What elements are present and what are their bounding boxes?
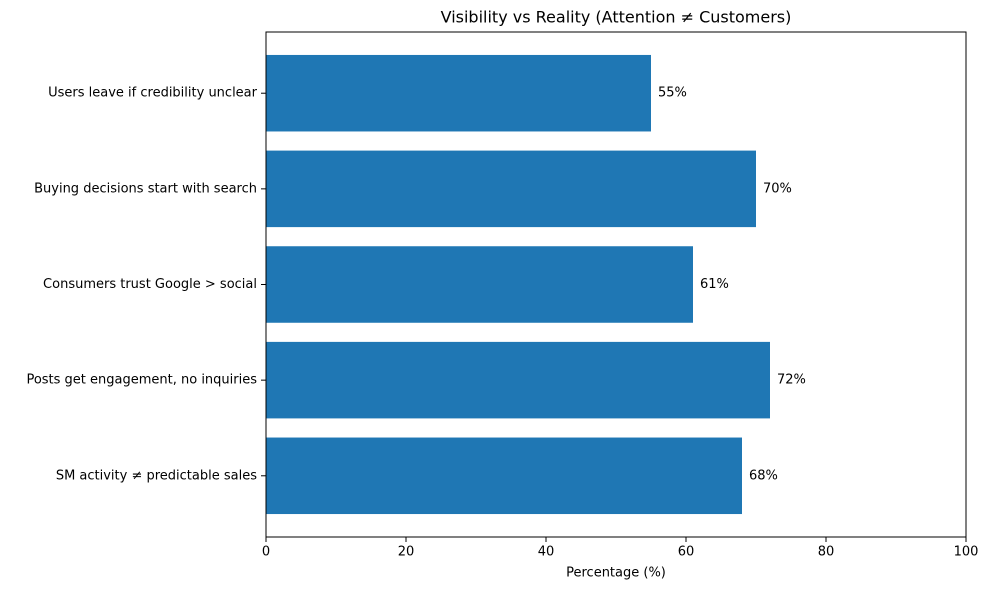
value-label: 61% (700, 277, 729, 292)
value-label: 55% (658, 86, 687, 101)
bar (266, 54, 651, 132)
value-label: 72% (777, 373, 806, 388)
chart-title: Visibility vs Reality (Attention ≠ Custo… (441, 8, 792, 27)
x-tick-label: 60 (678, 545, 695, 560)
y-tick-label: Buying decisions start with search (34, 181, 257, 196)
plot-frame (265, 31, 967, 538)
x-tick-label: 40 (538, 545, 555, 560)
y-tick-label: Consumers trust Google > social (43, 277, 257, 292)
bar (266, 437, 742, 515)
value-label: 68% (749, 468, 778, 483)
bar (266, 246, 693, 323)
value-label: 70% (763, 181, 792, 196)
y-tick-label: Users leave if credibility unclear (48, 86, 258, 101)
x-tick-label: 100 (954, 545, 979, 560)
x-tick-label: 0 (262, 545, 270, 560)
y-tick-label: SM activity ≠ predictable sales (56, 468, 257, 483)
x-tick-label: 20 (398, 545, 415, 560)
x-tick-label: 80 (818, 545, 835, 560)
bar (266, 341, 770, 419)
y-tick-label: Posts get engagement, no inquiries (26, 373, 257, 388)
x-axis-label: Percentage (%) (566, 566, 666, 581)
bar (266, 150, 756, 228)
